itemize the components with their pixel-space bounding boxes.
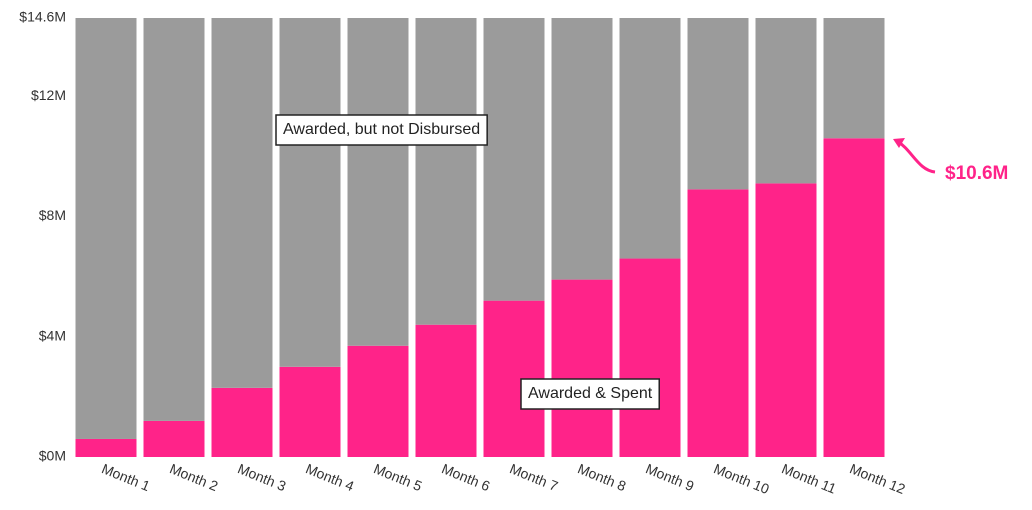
bar-segment: [415, 18, 477, 325]
bar-segment: [143, 420, 205, 457]
x-tick-label: Month 6: [439, 460, 492, 494]
bar-segment: [279, 366, 341, 457]
x-tick-label: Month 3: [235, 460, 288, 494]
x-tick-label: Month 4: [303, 460, 356, 494]
bar-segment: [551, 18, 613, 280]
callout-label: $10.6M: [945, 163, 1008, 184]
bar-segment: [347, 18, 409, 346]
series-label: Awarded & Spent: [528, 385, 653, 402]
bar-segment: [211, 18, 273, 388]
bar-segment: [619, 258, 681, 457]
x-tick-label: Month 11: [779, 460, 838, 496]
y-tick-label: $4M: [39, 327, 66, 343]
bar-segment: [75, 438, 137, 457]
bar-segment: [619, 18, 681, 259]
bar-segment: [687, 189, 749, 457]
bar-segment: [279, 18, 341, 367]
x-tick-label: Month 9: [643, 460, 696, 494]
bar-segment: [823, 18, 885, 139]
y-tick-label: $14.6M: [19, 9, 66, 25]
x-tick-label: Month 2: [167, 460, 220, 494]
x-tick-label: Month 1: [99, 460, 152, 494]
x-tick-label: Month 8: [575, 460, 628, 494]
plot: $0M $4M $8M $12M $14.6M Month 1 Month 2 Month 3…: [19, 9, 908, 497]
bar-segment: [687, 18, 749, 190]
bar-segment: [75, 18, 137, 439]
bar-segment: [415, 324, 477, 457]
y-tick-label: $0M: [39, 448, 66, 464]
bar-segment: [143, 18, 205, 421]
bar-segment: [551, 279, 613, 457]
x-tick-label: Month 12: [847, 460, 907, 497]
y-tick-label: $8M: [39, 207, 66, 223]
bar-segment: [347, 345, 409, 457]
bar-segment: [755, 18, 817, 184]
x-tick-label: Month 5: [371, 460, 424, 494]
series-label: Awarded, but not Disbursed: [283, 121, 480, 138]
callout-arrowhead: [893, 138, 905, 148]
bar-segment: [823, 138, 885, 457]
x-tick-label: Month 7: [507, 460, 560, 494]
y-tick-label: $12M: [31, 87, 66, 103]
bar-segment: [755, 183, 817, 457]
series-label-box: [520, 378, 660, 410]
x-tick-label: Month 10: [711, 460, 771, 497]
bar-segment: [211, 387, 273, 457]
bar-segment: [483, 18, 545, 301]
series-label-box: [275, 114, 488, 146]
callout-arrow: [896, 139, 936, 174]
